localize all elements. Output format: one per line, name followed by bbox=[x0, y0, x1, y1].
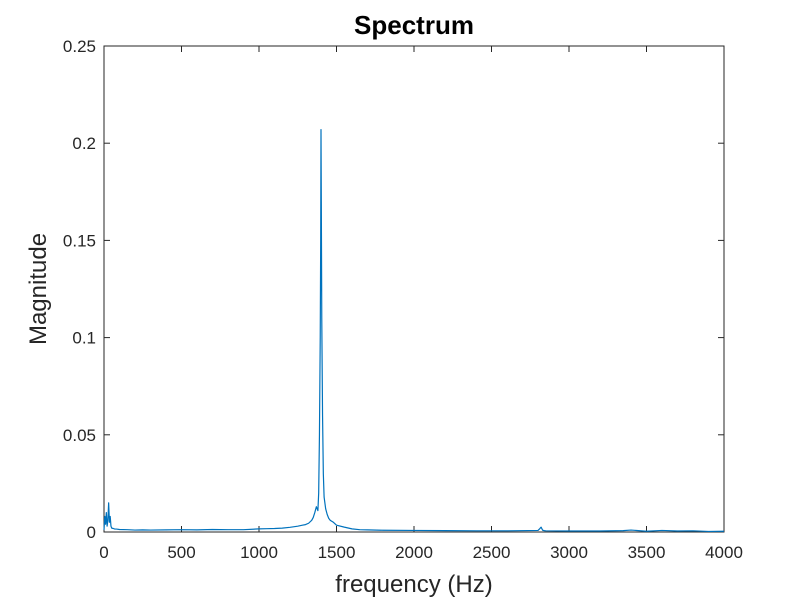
ticks: 0 500 1000 1500 2000 2500 3000 3500 4000 0 0.05 0.1… bbox=[63, 37, 743, 562]
x-tick-label: 2500 bbox=[473, 543, 511, 562]
y-tick-label: 0.15 bbox=[63, 231, 96, 250]
x-tick-label: 2000 bbox=[395, 543, 433, 562]
x-tick-label: 3000 bbox=[550, 543, 588, 562]
x-axis-label: frequency (Hz) bbox=[335, 571, 492, 598]
y-tick-label: 0.05 bbox=[63, 426, 96, 445]
x-tick-label: 3500 bbox=[628, 543, 666, 562]
spectrum-line bbox=[103, 128, 725, 533]
y-tick-label: 0 bbox=[87, 523, 96, 542]
y-tick-label: 0.1 bbox=[72, 329, 96, 348]
y-tick-label: 0.2 bbox=[72, 134, 96, 153]
y-tick-label: 0.25 bbox=[63, 37, 96, 56]
x-tick-label: 1500 bbox=[318, 543, 356, 562]
axes bbox=[103, 45, 725, 533]
x-tick-label: 1000 bbox=[240, 543, 278, 562]
plot-area bbox=[103, 128, 725, 533]
x-tick-label: 4000 bbox=[705, 543, 743, 562]
y-axis-label: Magnitude bbox=[25, 233, 52, 345]
x-tick-label: 0 bbox=[99, 543, 108, 562]
chart-title: Spectrum bbox=[354, 10, 474, 40]
plot-box bbox=[103, 45, 725, 533]
x-tick-label: 500 bbox=[167, 543, 195, 562]
